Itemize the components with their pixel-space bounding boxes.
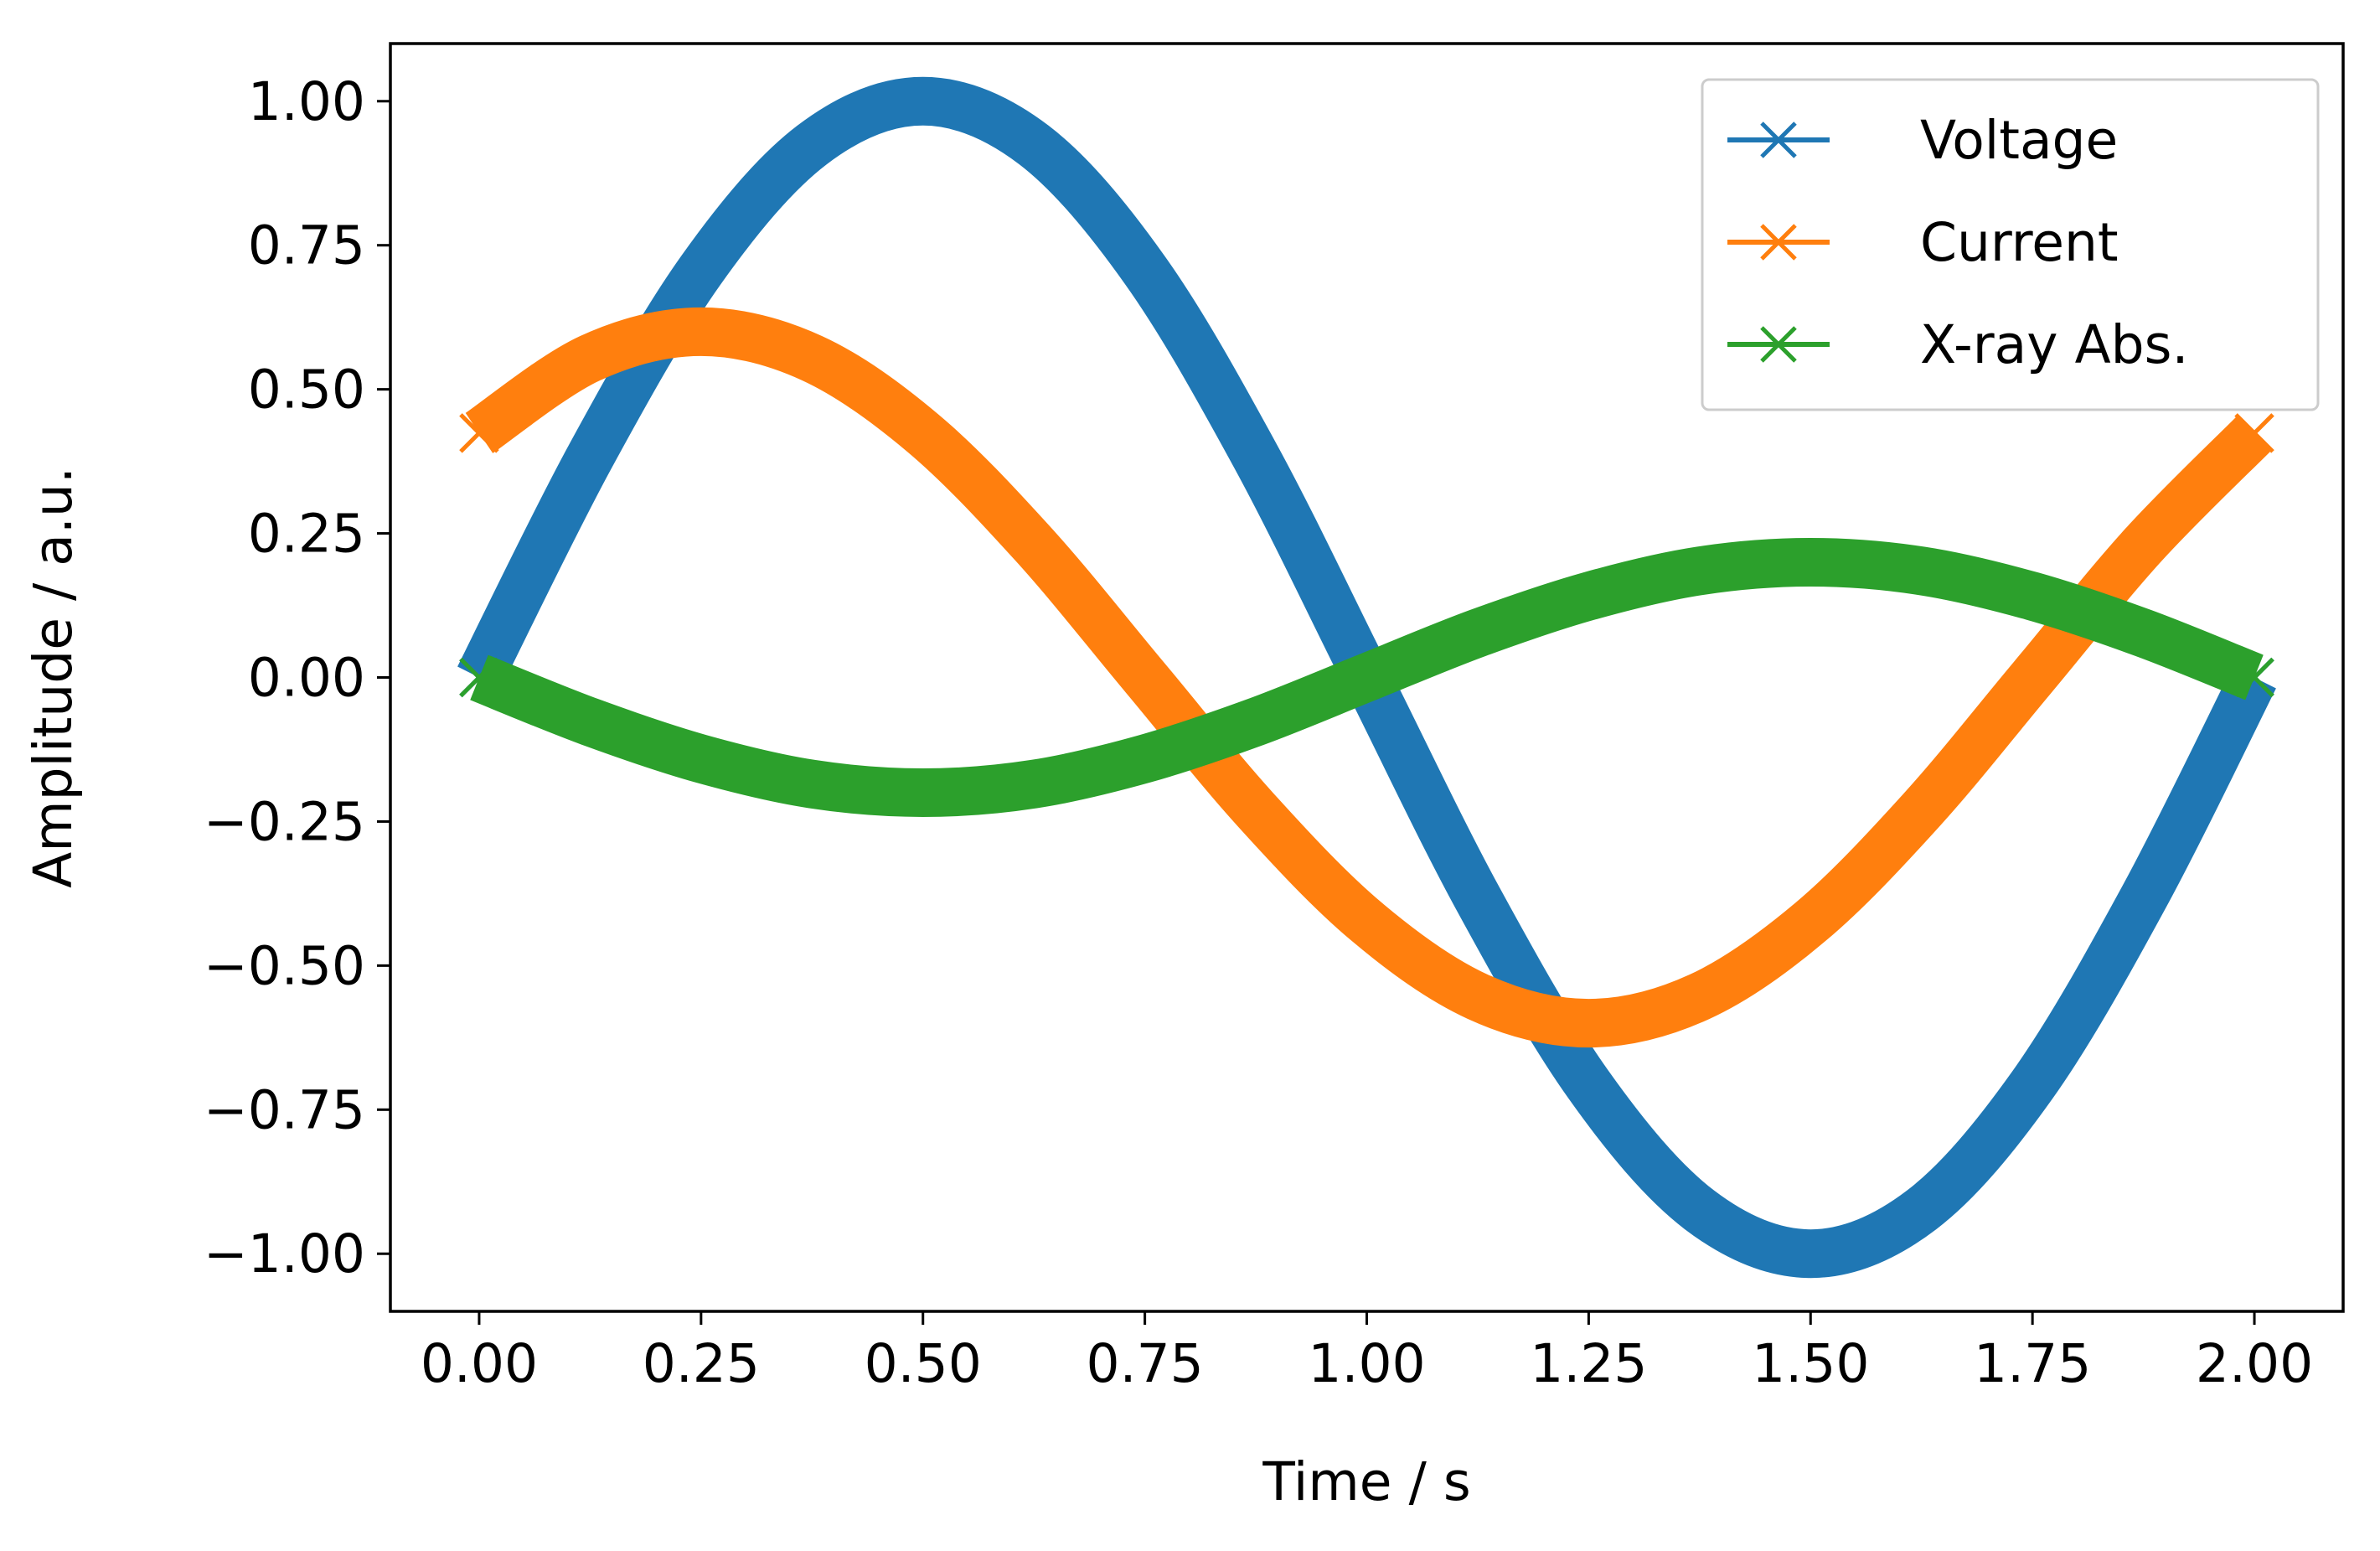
series-point-marker — [459, 413, 499, 453]
y-tick-label: 0.00 — [248, 648, 365, 709]
x-tick-label: 0.25 — [643, 1333, 760, 1394]
y-tick-label: −1.00 — [204, 1223, 365, 1285]
x-tick-label: 1.00 — [1308, 1333, 1425, 1394]
legend-item: X-ray Abs. — [1727, 314, 2189, 375]
x-tick-label: 0.75 — [1086, 1333, 1203, 1394]
legend-box — [1701, 78, 2320, 411]
x-tick-label: 2.00 — [2196, 1333, 2313, 1394]
y-tick-label: 1.00 — [248, 71, 365, 132]
y-tick-label: 0.25 — [248, 504, 365, 565]
x-tick-label: 1.25 — [1530, 1333, 1647, 1394]
legend-label: Current — [1920, 212, 2119, 273]
x-tick-label: 1.50 — [1752, 1333, 1869, 1394]
series-point-marker — [2234, 657, 2274, 698]
legend-item: Voltage — [1727, 110, 2118, 171]
series-line — [465, 307, 2272, 1048]
x-tick-label: 0.00 — [421, 1333, 538, 1394]
y-axis-label: Amplitude / a.u. — [23, 467, 84, 888]
legend-label: Voltage — [1920, 110, 2118, 171]
x-axis-label: Time / s — [1262, 1451, 1470, 1512]
y-tick-label: 0.75 — [248, 215, 365, 277]
x-axis: 0.00 0.25 0.50 0.75 1.00 1.25 1.50 1.75 2.00 — [421, 1311, 2313, 1394]
series-point-marker — [459, 657, 499, 698]
series-line — [470, 538, 2264, 817]
series-3 — [459, 538, 2274, 817]
legend-label: X-ray Abs. — [1920, 314, 2189, 375]
x-tick-label: 0.50 — [865, 1333, 982, 1394]
series-point-marker — [2234, 413, 2274, 453]
y-tick-label: −0.50 — [204, 935, 365, 996]
y-axis: 1.00 0.75 0.50 0.25 0.00 −0.25 −0.50 −0.75 −1.00 — [204, 71, 390, 1285]
series-layer — [457, 76, 2276, 1279]
x-tick-label: 1.75 — [1974, 1333, 2091, 1394]
legend: Voltage Current X-ray Abs. — [1701, 78, 2320, 411]
legend-item: Current — [1727, 212, 2119, 273]
series-2 — [459, 307, 2274, 1048]
y-tick-label: −0.25 — [204, 791, 365, 852]
y-tick-label: 0.50 — [248, 359, 365, 421]
y-tick-label: −0.75 — [204, 1079, 365, 1140]
